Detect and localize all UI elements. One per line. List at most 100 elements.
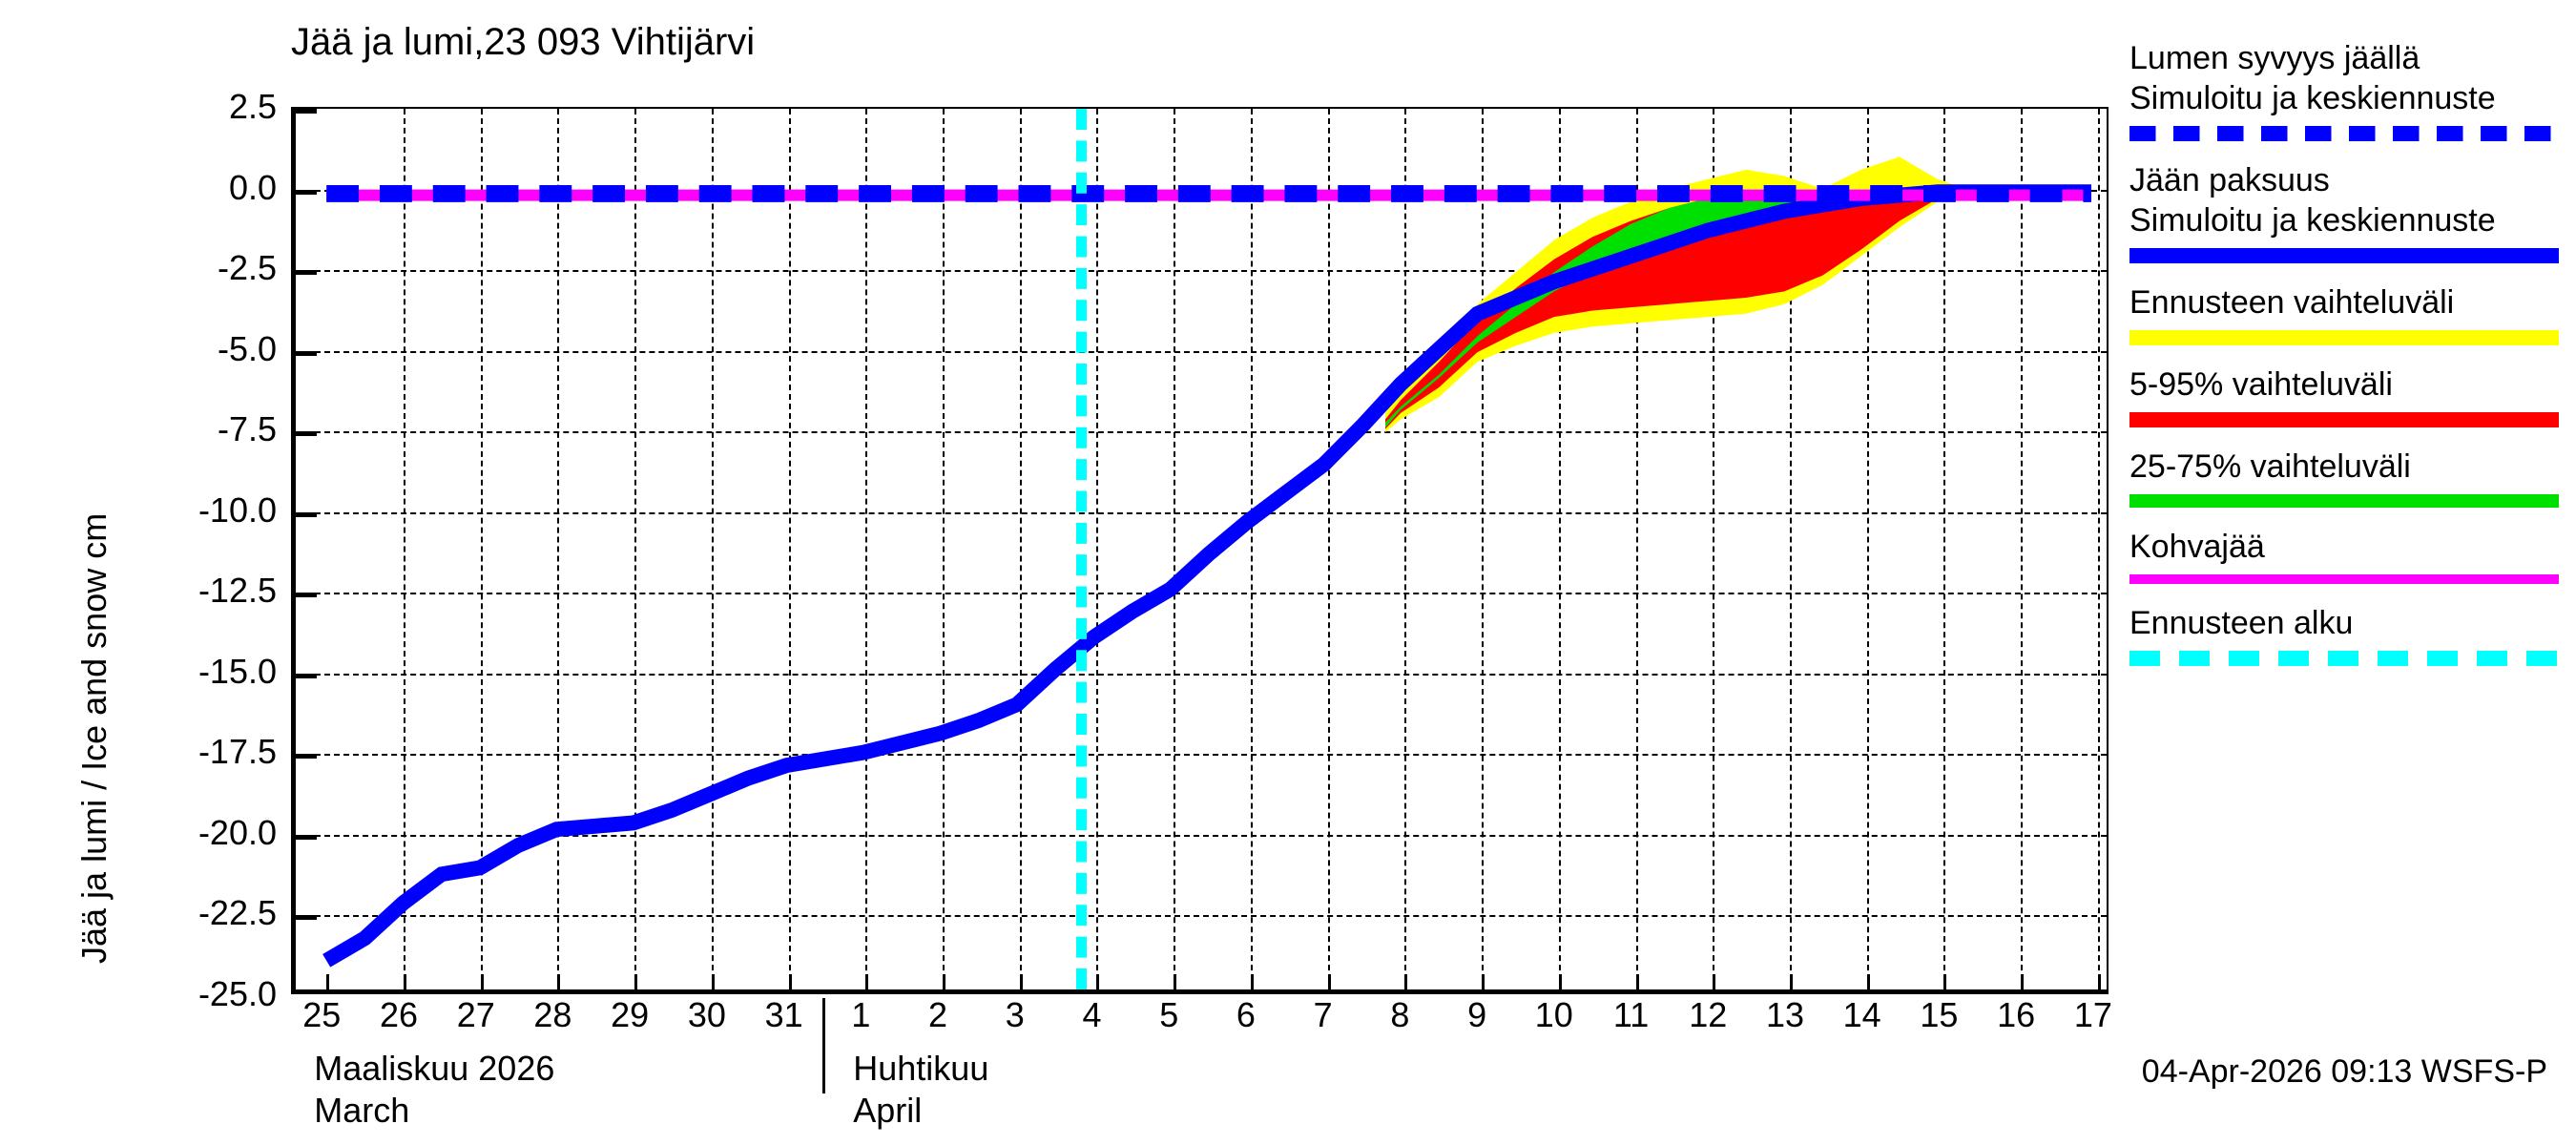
grid-line-horizontal <box>296 270 2107 273</box>
grid-line-horizontal <box>296 431 2107 434</box>
y-tick-label: -20.0 <box>197 812 277 852</box>
legend-entry-title: Lumen syvyys jäällä <box>2129 40 2420 76</box>
forecast-start-line <box>1076 109 1088 989</box>
y-tick-label: -25.0 <box>197 974 277 1013</box>
legend-spacer <box>2129 141 2576 160</box>
x-tick-mark <box>634 974 638 989</box>
legend-swatch <box>2129 330 2559 345</box>
legend-entry-title: 5-95% vaihteluväli <box>2129 366 2393 403</box>
legend-swatch <box>2129 574 2559 584</box>
x-tick-mark <box>2021 974 2025 989</box>
y-tick-mark <box>296 834 317 840</box>
grid-line-horizontal <box>296 915 2107 918</box>
x-tick-label: 27 <box>456 995 495 1034</box>
legend-swatch <box>2129 494 2559 508</box>
legend-entry: Ennusteen alku <box>2129 603 2576 685</box>
legend-entry: Lumen syvyys jäällä Simuloitu ja keskienn… <box>2129 38 2576 160</box>
grid-line-vertical <box>557 109 560 989</box>
x-tick-label: 29 <box>611 995 650 1034</box>
x-tick-mark <box>865 974 869 989</box>
grid-line-vertical <box>865 109 868 989</box>
month-label: Maaliskuu 2026 March <box>314 1048 554 1132</box>
grid-line-horizontal <box>296 834 2107 837</box>
grid-line-vertical <box>2097 109 2100 989</box>
x-tick-label: 10 <box>1534 995 1573 1034</box>
x-tick-mark <box>1558 974 1562 989</box>
month-label-fi: Maaliskuu 2026 <box>314 1049 555 1088</box>
legend-spacer <box>2129 666 2576 685</box>
x-tick-label: 2 <box>928 995 948 1034</box>
legend-spacer <box>2129 427 2576 447</box>
legend-swatch <box>2129 651 2559 666</box>
legend-entry-subtitle: Simuloitu ja keskiennuste <box>2129 80 2496 116</box>
legend-spacer <box>2129 584 2576 603</box>
y-tick-label: 0.0 <box>228 167 277 207</box>
y-tick-label: -22.5 <box>197 893 277 933</box>
chart-canvas <box>322 156 2091 968</box>
x-tick-mark <box>1943 974 1947 989</box>
y-tick-label: -7.5 <box>217 409 277 449</box>
x-tick-mark <box>1789 974 1793 989</box>
grid-line-vertical <box>1250 109 1253 989</box>
x-tick-mark <box>943 974 946 989</box>
legend-entry: Ennusteen vaihteluväli <box>2129 282 2576 364</box>
y-tick-mark <box>296 754 317 760</box>
x-tick-mark <box>1635 974 1639 989</box>
grid-line-vertical <box>1789 109 1792 989</box>
y-tick-mark <box>296 431 317 437</box>
legend-swatch <box>2129 126 2559 141</box>
grid-line-vertical <box>480 109 483 989</box>
grid-line-vertical <box>634 109 637 989</box>
grid-line-vertical <box>1943 109 1946 989</box>
x-tick-mark <box>1250 974 1254 989</box>
x-tick-label: 30 <box>687 995 726 1034</box>
x-tick-mark <box>2097 974 2101 989</box>
x-tick-label: 7 <box>1313 995 1333 1034</box>
legend-entry-subtitle: Simuloitu ja keskiennuste <box>2129 202 2496 239</box>
y-tick-mark <box>296 915 317 921</box>
x-tick-label: 17 <box>2073 995 2112 1034</box>
x-tick-mark <box>1404 974 1408 989</box>
grid-line-horizontal <box>296 673 2107 676</box>
band-p5-95 <box>1384 192 2091 429</box>
grid-line-vertical <box>1327 109 1330 989</box>
x-tick-label: 11 <box>1612 995 1650 1034</box>
legend-spacer <box>2129 345 2576 364</box>
legend-swatch <box>2129 412 2559 427</box>
y-tick-mark <box>296 511 317 517</box>
y-tick-mark <box>296 270 317 276</box>
legend-entry-title: Ennusteen vaihteluväli <box>2129 284 2455 321</box>
x-tick-label: 15 <box>1920 995 1959 1034</box>
month-label-fi: Huhtikuu <box>853 1049 989 1088</box>
grid-line-vertical <box>1019 109 1022 989</box>
x-tick-label: 28 <box>533 995 572 1034</box>
month-label-en: April <box>853 1091 923 1130</box>
y-tick-label: -5.0 <box>217 328 277 368</box>
y-tick-label: -12.5 <box>197 571 277 611</box>
x-tick-label: 31 <box>764 995 803 1034</box>
x-tick-label: 14 <box>1842 995 1881 1034</box>
grid-line-vertical <box>788 109 791 989</box>
x-tick-mark <box>1713 974 1716 989</box>
y-tick-mark <box>296 673 317 678</box>
grid-line-horizontal <box>296 511 2107 514</box>
x-tick-label: 12 <box>1689 995 1728 1034</box>
grid-line-vertical <box>1866 109 1869 989</box>
grid-line-vertical <box>2021 109 2024 989</box>
x-tick-label: 4 <box>1082 995 1102 1034</box>
grid-line-vertical <box>1713 109 1715 989</box>
x-tick-label: 16 <box>1997 995 2036 1034</box>
chart-legend: Lumen syvyys jäällä Simuloitu ja keskienn… <box>2129 38 2576 685</box>
x-tick-mark <box>1327 974 1331 989</box>
y-tick-label: 2.5 <box>228 87 277 126</box>
grid-line-vertical <box>943 109 945 989</box>
x-tick-mark <box>480 974 484 989</box>
x-tick-mark <box>1174 974 1177 989</box>
grid-line-vertical <box>1635 109 1638 989</box>
grid-line-horizontal <box>296 593 2107 595</box>
grid-line-vertical <box>1404 109 1407 989</box>
legend-entry-title: 25-75% vaihteluväli <box>2129 448 2411 485</box>
month-label-en: March <box>314 1091 410 1130</box>
legend-spacer <box>2129 263 2576 282</box>
